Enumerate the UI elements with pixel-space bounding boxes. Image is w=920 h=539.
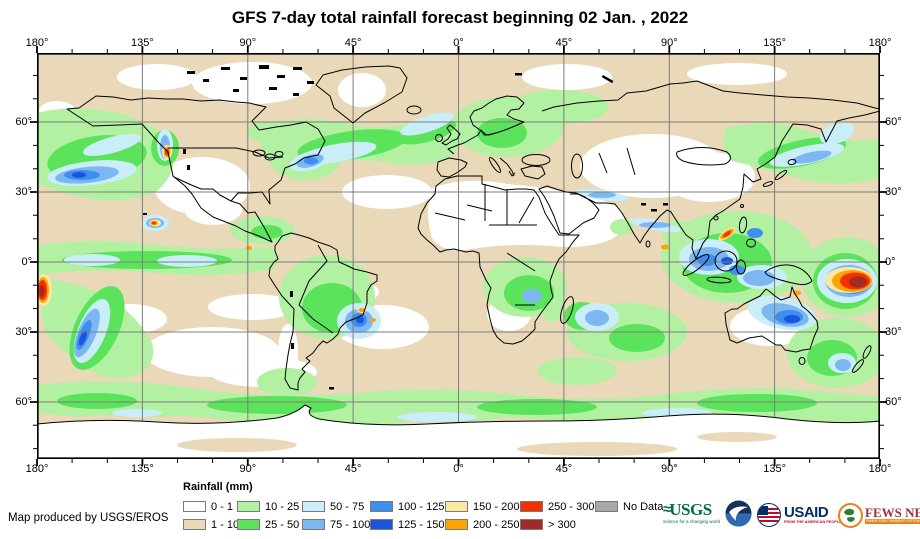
axis-label: 60° [15, 116, 32, 128]
legend-swatch [302, 501, 325, 512]
axis-label: 0° [453, 463, 464, 475]
axis-label: 90° [239, 463, 257, 475]
antarctica [37, 404, 880, 459]
legend-swatch [183, 501, 206, 512]
noaa-logo [725, 500, 752, 527]
legend-swatch [445, 519, 468, 530]
legend-label: 1 - 10 [211, 518, 240, 531]
axis-label: 0° [885, 256, 896, 268]
axis-label: 0° [21, 256, 32, 268]
left-axis: 60° 30° 0° 30° 60° [0, 53, 32, 459]
bottom-axis: 180° 135° 90° 45° 0° 45° 90° 135° 180° [26, 463, 892, 476]
axis-label: 45° [555, 37, 573, 49]
legend-swatch [520, 501, 543, 512]
axis-label: 180° [868, 37, 892, 49]
legend-label: 100 - 125 [398, 500, 445, 513]
fews-globe-icon [838, 502, 863, 528]
map-canvas [30, 46, 887, 466]
legend-label: 200 - 250 [473, 518, 520, 531]
usaid-tagline: FROM THE AMERICAN PEOPLE [784, 520, 842, 524]
legend-swatch [237, 501, 260, 512]
legend-swatch [183, 519, 206, 530]
usgs-logo: ≈ USGS science for a changing world [663, 500, 723, 530]
axis-label: 45° [555, 463, 573, 475]
axis-label: 45° [344, 37, 362, 49]
legend-swatch [445, 501, 468, 512]
legend-swatch [237, 519, 260, 530]
usgs-logo-text: USGS [669, 500, 712, 519]
axis-label: 30° [885, 326, 902, 338]
world-rainfall-map [30, 46, 887, 466]
legend-label: 150 - 200 [473, 500, 520, 513]
map-title: GFS 7-day total rainfall forecast beginn… [231, 8, 689, 27]
usaid-seal-icon [757, 503, 781, 527]
legend-label: 125 - 150 [398, 518, 445, 531]
axis-label: 60° [885, 116, 902, 128]
axis-label: 60° [15, 396, 32, 408]
axis-label: 45° [344, 463, 362, 475]
axis-label: 135° [131, 37, 154, 49]
legend: 0 - 1 1 - 10 10 - 25 25 - 50 50 - 75 75 … [183, 500, 723, 534]
legend-swatch [595, 501, 618, 512]
axis-label: 90° [239, 37, 257, 49]
credit-text: Map produced by USGS/EROS [8, 512, 169, 524]
legend-label: 0 - 1 [211, 500, 234, 513]
axis-ticks [30, 46, 887, 466]
fews-logo-text: FEWS NET [865, 504, 920, 520]
terrain-speckles [143, 65, 668, 390]
legend-label: > 300 [548, 518, 576, 531]
map-frame [37, 53, 880, 459]
usgs-tagline: science for a changing world [663, 519, 721, 524]
legend-swatch [370, 519, 393, 530]
legend-label: 75 - 100 [330, 518, 371, 531]
legend-swatch [520, 519, 543, 530]
axis-label: 180° [25, 463, 49, 475]
axis-label: 180° [25, 37, 49, 49]
legend-swatch [302, 519, 325, 530]
axis-label: 135° [763, 463, 786, 475]
right-axis: 60° 30° 0° 30° 60° [885, 53, 919, 459]
legend-title: Rainfall (mm) [183, 481, 253, 493]
top-axis: 180° 135° 90° 45° 0° 45° 90° 135° 180° [26, 37, 892, 50]
legend-label: 50 - 75 [330, 500, 365, 513]
coastlines-layer [66, 65, 880, 391]
usaid-logo-text: USAID [784, 504, 829, 521]
axis-label: 30° [15, 326, 32, 338]
axis-label: 90° [660, 463, 678, 475]
legend-label: No Data [623, 500, 664, 513]
axis-label: 30° [885, 186, 902, 198]
legend-swatch [370, 501, 393, 512]
axis-label: 90° [660, 37, 678, 49]
legend-label: 10 - 25 [265, 500, 300, 513]
usaid-logo: USAID FROM THE AMERICAN PEOPLE [757, 501, 842, 529]
fews-net-logo: FEWS NET FAMINE EARLY WARNING SYSTEMS NE… [838, 501, 920, 529]
fews-tagline: FAMINE EARLY WARNING SYSTEMS NETWORK [865, 518, 920, 524]
axis-label: 180° [868, 463, 892, 475]
legend-label: 250 - 300 [548, 500, 595, 513]
axis-label: 0° [453, 37, 464, 49]
legend-label: 25 - 50 [265, 518, 300, 531]
axis-label: 60° [885, 396, 902, 408]
rainfall-over-300-layer [39, 276, 867, 297]
axis-label: 135° [131, 463, 154, 475]
grid-lines [37, 53, 880, 459]
axis-label: 135° [763, 37, 786, 49]
axis-label: 30° [15, 186, 32, 198]
usgs-wave-icon: ≈ [663, 501, 671, 518]
noaa-emblem-icon [725, 500, 752, 527]
